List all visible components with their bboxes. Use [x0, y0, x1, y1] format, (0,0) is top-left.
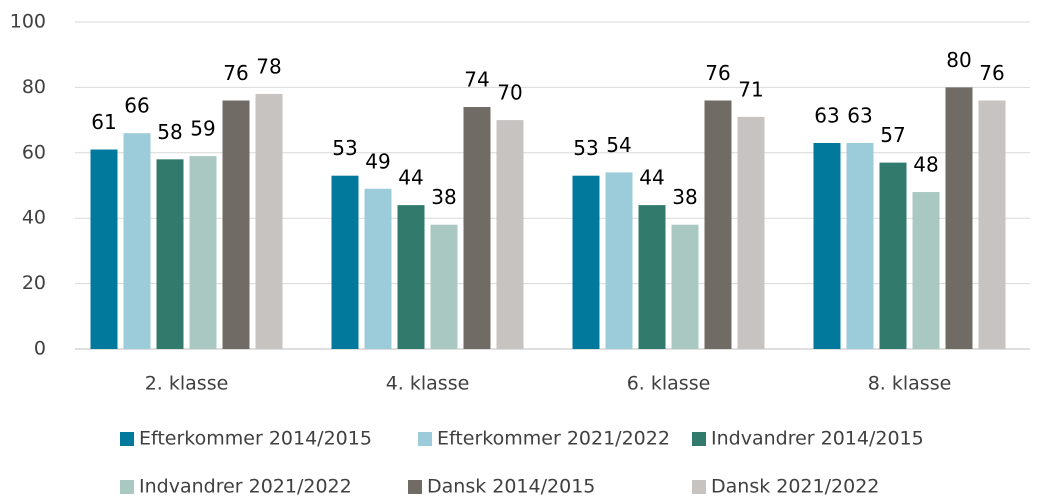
bar [638, 205, 666, 349]
value-label: 38 [672, 185, 697, 209]
bar [123, 133, 151, 349]
value-label: 61 [91, 110, 116, 134]
value-label: 76 [705, 61, 730, 85]
bar [912, 192, 940, 349]
legend-swatch [120, 432, 134, 446]
legend-label: Indvandrer 2014/2015 [711, 428, 924, 450]
value-label: 78 [256, 54, 281, 78]
bar [90, 149, 118, 349]
y-tick-label: 60 [22, 141, 46, 163]
bar [879, 162, 907, 349]
y-tick-label: 80 [22, 76, 46, 98]
legend-label: Efterkommer 2021/2022 [437, 428, 670, 450]
legend-swatch [408, 480, 422, 494]
value-label: 49 [365, 149, 390, 173]
value-label: 57 [880, 123, 905, 147]
value-label: 63 [847, 103, 872, 127]
bar [496, 120, 524, 349]
bar [331, 175, 359, 349]
y-tick-label: 40 [22, 207, 46, 229]
legend-swatch [418, 432, 432, 446]
bar [605, 172, 633, 349]
bar [430, 224, 458, 349]
legend-label: Efterkommer 2014/2015 [139, 428, 372, 450]
y-tick-label: 20 [22, 272, 46, 294]
legend-swatch [692, 432, 706, 446]
value-label: 74 [464, 68, 489, 92]
bar [463, 107, 491, 350]
legend-swatch [120, 480, 134, 494]
value-label: 38 [431, 185, 456, 209]
bar [364, 188, 392, 349]
bar [737, 116, 765, 349]
bar [671, 224, 699, 349]
bar [846, 142, 874, 349]
bar [978, 100, 1006, 349]
value-label: 44 [398, 166, 423, 190]
bar [572, 175, 600, 349]
value-label: 59 [190, 117, 215, 141]
x-tick-label: 4. klasse [386, 373, 470, 395]
value-label: 70 [497, 81, 522, 105]
legend-label: Dansk 2014/2015 [427, 476, 595, 497]
value-label: 66 [124, 94, 149, 118]
value-label: 76 [979, 61, 1004, 85]
x-tick-label: 6. klasse [627, 373, 711, 395]
value-label: 63 [814, 103, 839, 127]
x-tick-label: 2. klasse [145, 373, 229, 395]
bar [189, 156, 217, 349]
bar [945, 87, 973, 350]
bar [255, 93, 283, 349]
legend-label: Indvandrer 2021/2022 [139, 476, 352, 497]
x-tick-label: 8. klasse [868, 373, 952, 395]
legend-swatch [692, 480, 706, 494]
bar [222, 100, 250, 349]
value-label: 53 [332, 136, 357, 160]
value-label: 58 [157, 120, 182, 144]
value-label: 80 [946, 48, 971, 72]
bar [397, 205, 425, 349]
value-label: 48 [913, 153, 938, 177]
y-tick-label: 0 [34, 338, 46, 360]
value-label: 76 [223, 61, 248, 85]
legend-label: Dansk 2021/2022 [711, 476, 879, 497]
value-label: 54 [606, 133, 631, 157]
value-label: 53 [573, 136, 598, 160]
y-tick-label: 100 [10, 11, 46, 33]
value-label: 71 [738, 77, 763, 101]
bar [156, 159, 184, 349]
bar [704, 100, 732, 349]
value-label: 44 [639, 166, 664, 190]
bar [813, 142, 841, 349]
